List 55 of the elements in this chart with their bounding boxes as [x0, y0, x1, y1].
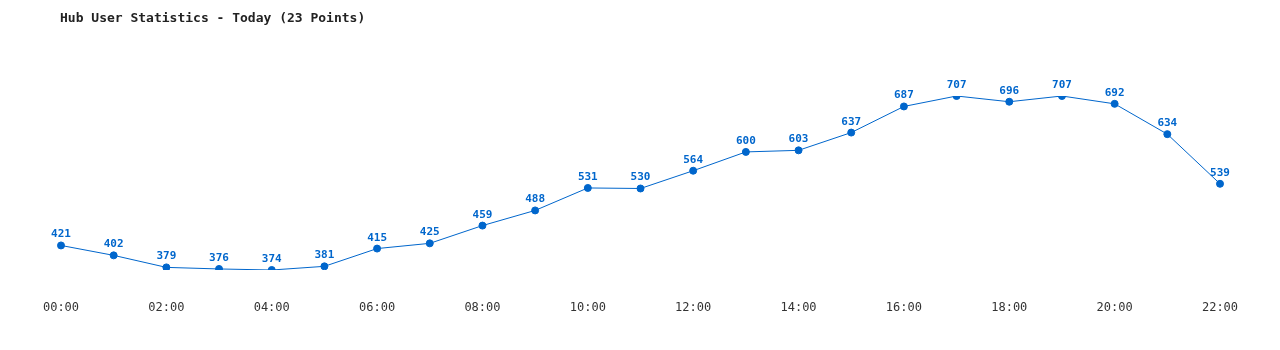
x-tick-label: 16:00 [885, 299, 922, 314]
point [847, 128, 856, 137]
x-tick-label: 14:00 [780, 299, 817, 314]
data-label: 425 [419, 225, 440, 239]
point [320, 262, 329, 270]
point [794, 146, 803, 155]
point [531, 206, 540, 215]
data-label: 402 [103, 237, 124, 251]
data-label: 707 [1052, 78, 1072, 91]
x-tick-label: 20:00 [1096, 299, 1133, 314]
point [741, 147, 750, 156]
data-label: 696 [999, 83, 1020, 97]
point [425, 239, 434, 248]
x-tick-label: 12:00 [675, 299, 712, 314]
x-tick-label: 10:00 [569, 299, 606, 314]
point [478, 221, 487, 230]
data-label: 687 [893, 88, 914, 102]
data-label: 539 [1210, 165, 1230, 179]
data-label: 603 [788, 132, 809, 146]
data-label: 531 [577, 169, 599, 183]
data-label: 374 [261, 252, 283, 265]
point [162, 263, 171, 270]
x-tick-label: 02:00 [148, 299, 185, 314]
point [636, 184, 645, 193]
data-label: 564 [683, 152, 704, 166]
x-tick-label: 18:00 [991, 299, 1028, 314]
data-label: 637 [841, 114, 862, 128]
x-tick-label: 22:00 [1201, 299, 1239, 314]
data-label: 634 [1157, 116, 1178, 130]
x-tick-label: 08:00 [464, 299, 501, 314]
data-label: 415 [367, 230, 388, 244]
x-tick-label: 06:00 [359, 299, 396, 314]
data-label: 459 [472, 207, 493, 221]
data-label: 530 [630, 170, 651, 184]
point [1005, 97, 1014, 106]
x-tick-label: 00:00 [42, 299, 80, 314]
point [689, 166, 698, 175]
data-label: 381 [314, 248, 335, 262]
point [1216, 179, 1224, 188]
point [899, 102, 908, 111]
chart-title: Hub User Statistics - Today (23 Points) [60, 10, 366, 25]
point [1110, 99, 1119, 108]
point [1163, 130, 1172, 139]
data-label: 421 [51, 227, 72, 241]
data-label: 376 [209, 250, 230, 264]
point [109, 251, 118, 260]
data-label: 379 [156, 249, 177, 263]
data-label: 600 [735, 133, 756, 147]
point [373, 244, 382, 253]
x-tick-label: 04:00 [253, 299, 290, 314]
data-label: 692 [1104, 85, 1125, 99]
data-label: 707 [946, 78, 967, 91]
point [57, 241, 65, 250]
point [583, 183, 592, 192]
data-label: 488 [525, 192, 546, 206]
